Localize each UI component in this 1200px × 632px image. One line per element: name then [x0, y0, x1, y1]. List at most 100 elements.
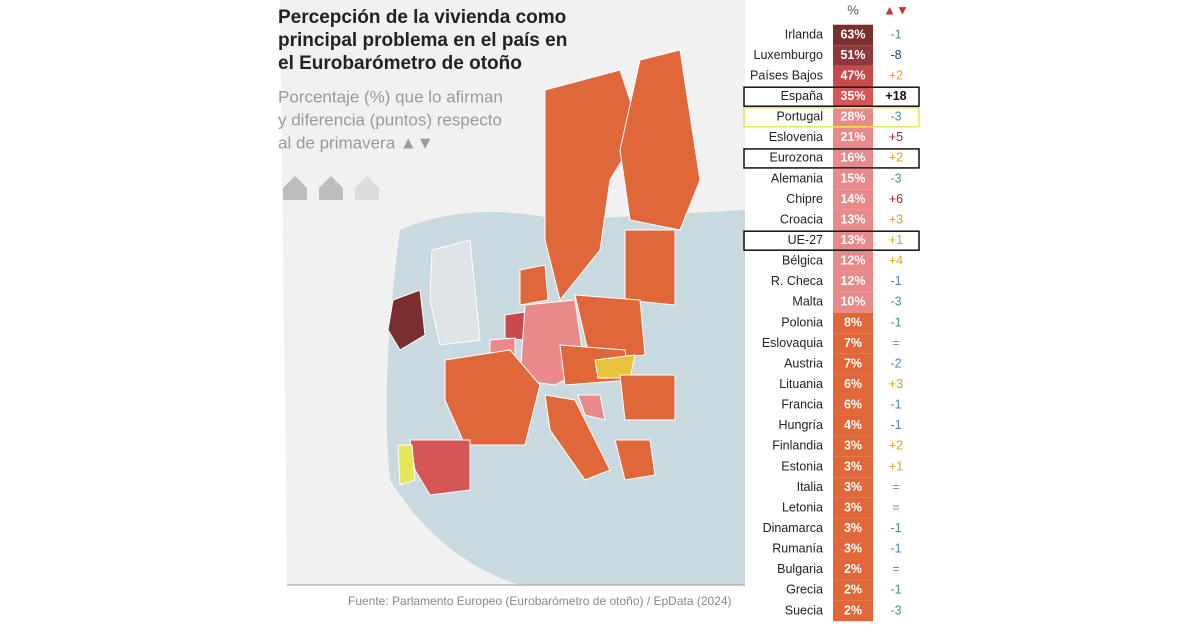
pct: 13% — [840, 212, 865, 226]
pct-cell — [833, 436, 873, 457]
subtitle-line: y diferencia (puntos) respecto — [278, 110, 502, 129]
diff: -1 — [890, 398, 901, 412]
diff: +3 — [889, 377, 903, 391]
country: Bélgica — [782, 254, 823, 268]
house-icon — [283, 176, 307, 200]
source: Fuente: Parlamento Europeo (Eurobarómetr… — [348, 594, 732, 608]
pct-cell — [833, 538, 873, 560]
pct: 2% — [844, 603, 862, 617]
title-line: Percepción de la vivienda como — [278, 7, 566, 28]
title-line: principal problema en el país en — [278, 30, 567, 51]
pct-cell — [833, 209, 873, 231]
pct-cell — [833, 148, 873, 169]
pct-cell — [833, 106, 873, 128]
country: Eslovaquia — [762, 336, 823, 350]
diff: -1 — [890, 27, 901, 41]
country: Bulgaria — [777, 562, 823, 576]
country: Hungría — [779, 418, 824, 432]
poland — [574, 294, 646, 361]
diff: +6 — [889, 192, 903, 206]
diff: = — [892, 336, 899, 350]
pct: 3% — [844, 542, 862, 556]
title-line: el Eurobarómetro de otoño — [278, 53, 522, 74]
highlight-box — [743, 86, 920, 107]
pct: 10% — [840, 295, 865, 309]
diff: +3 — [889, 212, 903, 226]
pct-cell — [833, 456, 873, 478]
pct-cell — [833, 580, 873, 601]
pct: 28% — [840, 110, 865, 124]
diff: -1 — [890, 315, 901, 329]
pct-cell — [833, 45, 873, 66]
pct-cell — [833, 333, 873, 354]
pct-cell — [833, 374, 873, 395]
subtitle-line: al de primavera ▲▼ — [278, 133, 434, 152]
country: UE-27 — [788, 233, 823, 247]
pct: 21% — [840, 130, 865, 144]
pct: 63% — [840, 27, 865, 41]
pct: 15% — [840, 171, 865, 185]
diff: +1 — [889, 233, 903, 247]
diff: -1 — [890, 274, 901, 288]
diff: -3 — [890, 603, 901, 617]
pct: 35% — [840, 89, 865, 103]
diff: +2 — [889, 439, 903, 453]
pct: 12% — [840, 274, 865, 288]
pct: 14% — [840, 192, 865, 206]
country: Grecia — [786, 583, 823, 597]
pct-cell — [833, 600, 873, 622]
pct: 3% — [844, 500, 862, 514]
country: Luxemburgo — [754, 48, 824, 62]
diff: +4 — [889, 254, 903, 268]
denmark — [519, 264, 549, 306]
pct: 3% — [844, 459, 862, 473]
country: Lituania — [779, 377, 823, 391]
diff: -2 — [890, 356, 901, 370]
pct: 12% — [840, 254, 865, 268]
pct-cell — [833, 250, 873, 272]
pct: 7% — [844, 356, 862, 370]
country: Croacia — [780, 212, 823, 226]
subtitle-line: Porcentaje (%) que lo afirman — [278, 87, 503, 106]
country: Eurozona — [769, 151, 823, 165]
pct: 7% — [844, 336, 862, 350]
pct-cell — [833, 518, 873, 539]
pct: 3% — [844, 521, 862, 535]
croatia — [577, 394, 606, 421]
map — [280, 0, 745, 586]
pct: 13% — [840, 233, 865, 247]
diff: +2 — [889, 151, 903, 165]
country: Malta — [792, 295, 823, 309]
pct: 6% — [844, 398, 862, 412]
country: R. Checa — [771, 274, 823, 288]
pct-cell — [833, 353, 873, 375]
country: Países Bajos — [750, 68, 823, 82]
pct-cell — [833, 168, 873, 190]
pct-cell — [833, 189, 873, 210]
column-header: ▲▼ — [883, 2, 909, 17]
country: Polonia — [781, 315, 823, 329]
country: Finlandia — [772, 439, 823, 453]
pct: 2% — [844, 583, 862, 597]
country: Austria — [784, 356, 823, 370]
pct-cell — [833, 497, 873, 519]
greece — [614, 439, 656, 481]
country: Rumanía — [772, 542, 823, 556]
highlight-box — [743, 107, 920, 128]
france — [444, 349, 541, 446]
pct-cell — [833, 86, 873, 107]
diff: -3 — [890, 171, 901, 185]
pct-cell — [833, 559, 873, 581]
country: Italia — [797, 480, 823, 494]
baltics — [624, 229, 676, 306]
diff: = — [892, 500, 899, 514]
diff: +1 — [889, 459, 903, 473]
pct-cell — [833, 271, 873, 293]
pct-cell — [833, 312, 873, 334]
header: Percepción de la vivienda comoprincipal … — [278, 7, 567, 152]
pct: 47% — [840, 68, 865, 82]
diff: -1 — [890, 542, 901, 556]
netherlands — [504, 311, 526, 341]
pct: 3% — [844, 439, 862, 453]
